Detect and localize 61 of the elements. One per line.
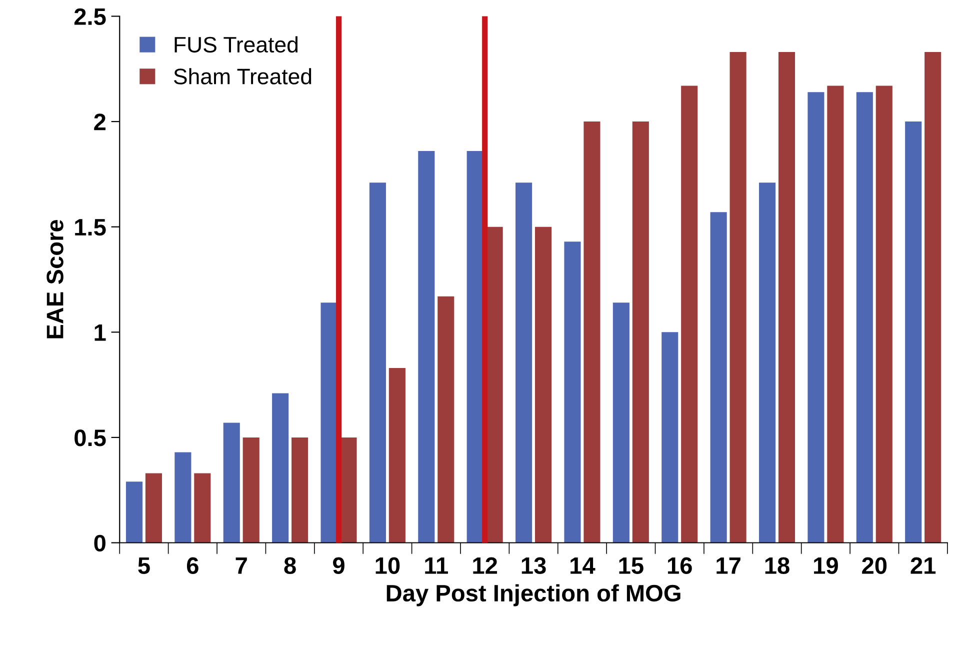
bar bbox=[388, 368, 406, 543]
bar bbox=[516, 182, 532, 543]
bar bbox=[194, 473, 211, 543]
bar bbox=[340, 437, 357, 543]
bar bbox=[681, 86, 698, 543]
bar bbox=[905, 122, 922, 543]
bar bbox=[924, 52, 942, 543]
y-tick-label: 1 bbox=[94, 324, 106, 341]
bar bbox=[584, 122, 600, 543]
y-tick-label: 0 bbox=[94, 534, 106, 552]
x-tick-label: 21 bbox=[910, 557, 936, 574]
y-tick-label: 1.5 bbox=[75, 219, 106, 236]
x-tick-label: 7 bbox=[236, 558, 247, 574]
bar bbox=[808, 92, 824, 543]
bar bbox=[758, 182, 776, 543]
bar bbox=[292, 437, 308, 543]
x-tick-label: 15 bbox=[619, 558, 644, 574]
x-tick-label: 18 bbox=[765, 557, 790, 574]
bar bbox=[710, 212, 727, 543]
x-tick-label: 6 bbox=[186, 557, 198, 574]
bar bbox=[564, 242, 581, 543]
x-tick-label: 13 bbox=[522, 557, 546, 574]
bar bbox=[856, 92, 873, 543]
y-tick-label: 2 bbox=[94, 114, 106, 130]
x-tick-label: 8 bbox=[284, 557, 296, 574]
bar bbox=[272, 393, 289, 543]
bar bbox=[174, 452, 192, 543]
x-tick-label: 12 bbox=[473, 557, 498, 574]
x-axis-title: Day Post Injection of MOG bbox=[386, 584, 680, 606]
bar bbox=[418, 151, 435, 543]
y-tick-label: 2.5 bbox=[74, 8, 106, 26]
x-tick-label: 9 bbox=[333, 557, 344, 574]
x-tick-label: 20 bbox=[862, 557, 887, 574]
bar bbox=[730, 52, 746, 543]
legend-label: FUS Treated bbox=[174, 36, 298, 53]
bar bbox=[126, 482, 143, 543]
bar bbox=[466, 151, 484, 543]
x-tick-label: 10 bbox=[376, 557, 400, 574]
x-tick-label: 17 bbox=[716, 558, 740, 574]
bar bbox=[827, 86, 844, 543]
bar bbox=[612, 302, 630, 543]
bar bbox=[876, 86, 892, 543]
bar bbox=[145, 473, 162, 543]
x-tick-label: 11 bbox=[425, 558, 448, 574]
x-tick-label: 14 bbox=[570, 558, 596, 574]
bar bbox=[320, 302, 338, 543]
x-tick-label: 16 bbox=[668, 557, 692, 574]
bar bbox=[438, 296, 454, 543]
y-tick-label: 0.5 bbox=[74, 430, 106, 446]
x-tick-label: 5 bbox=[138, 558, 150, 574]
x-tick-label: 19 bbox=[814, 557, 838, 574]
bar bbox=[242, 437, 260, 543]
bar bbox=[534, 226, 552, 543]
bar bbox=[223, 422, 240, 543]
bar bbox=[778, 52, 796, 543]
bar bbox=[632, 122, 649, 543]
y-axis-title: EAE Score bbox=[46, 220, 64, 338]
bar bbox=[662, 332, 678, 543]
legend-label: Sham Treated bbox=[174, 68, 312, 84]
bar bbox=[369, 182, 386, 543]
bar bbox=[486, 226, 503, 543]
